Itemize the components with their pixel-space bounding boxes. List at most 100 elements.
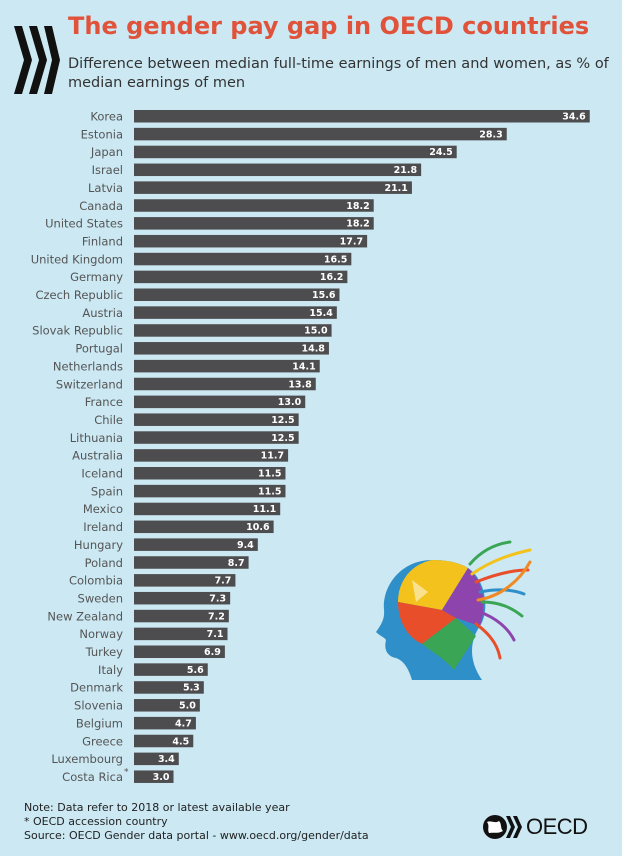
bar-france [134,395,306,409]
category-label-norway: Norway [79,627,123,641]
value-label-belgium: 4.7 [175,718,192,729]
category-label-finland: Finland [82,234,123,248]
bar-colombia [134,574,236,587]
value-label-norway: 7.1 [207,629,224,640]
category-label-chile: Chile [94,413,123,427]
bar-costa-rica [134,770,174,783]
category-label-luxembourg: Luxembourg [51,752,123,766]
category-label-slovenia: Slovenia [74,699,123,713]
value-label-denmark: 5.3 [183,683,200,694]
bar-japan [134,145,457,159]
value-label-sweden: 7.3 [209,593,226,604]
oecd-wordmark: OECD [526,814,588,839]
bar-mexico [134,502,281,516]
colorful-head-profile-icon [376,540,532,680]
bar-ireland [134,520,274,534]
bar-iceland [134,467,286,480]
category-label-ireland: Ireland [83,520,123,534]
bar-belgium [134,716,196,730]
value-label-israel: 21.8 [394,165,418,176]
value-label-poland: 8.7 [228,558,245,569]
value-label-hungary: 9.4 [237,540,254,551]
category-label-costa-rica: Costa Rica [62,770,123,784]
category-label-france: France [85,395,123,409]
category-label-netherlands: Netherlands [53,359,123,373]
globe-chevrons-icon [483,815,522,839]
category-label-new-zealand: New Zealand [47,609,123,623]
bar-austria [134,306,337,319]
bar-israel [134,163,422,177]
bar-latvia [134,181,412,194]
value-label-iceland: 11.5 [258,469,281,480]
bar-czech-republic [134,288,340,301]
value-label-ireland: 10.6 [246,522,270,533]
value-label-australia: 11.7 [261,451,284,462]
bar-finland [134,234,368,248]
value-label-new-zealand: 7.2 [208,611,225,622]
value-label-portugal: 14.8 [301,344,325,355]
bar-united-kingdom [134,252,352,266]
value-label-colombia: 7.7 [215,576,232,587]
value-label-france: 13.0 [278,397,302,408]
category-label-germany: Germany [70,270,123,284]
value-label-korea: 34.6 [562,112,586,123]
bar-netherlands [134,359,320,373]
value-label-slovenia: 5.0 [179,701,196,712]
note-data-year: Note: Data refer to 2018 or latest avail… [24,801,290,814]
bar-denmark [134,681,204,694]
category-label-austria: Austria [82,306,123,320]
category-label-korea: Korea [90,110,123,124]
category-label-poland: Poland [85,556,123,570]
oecd-chevrons-icon [14,26,60,94]
category-label-australia: Australia [72,449,123,463]
category-label-portugal: Portugal [75,342,123,356]
value-label-united-kingdom: 16.5 [324,254,347,265]
bar-turkey [134,645,225,658]
category-label-mexico: Mexico [83,502,123,516]
oecd-logo: OECD [482,812,588,842]
value-label-italy: 5.6 [187,665,204,676]
category-label-hungary: Hungary [74,538,123,552]
value-label-greece: 4.5 [172,736,189,747]
bar-hungary [134,538,258,551]
value-label-finland: 17.7 [340,236,363,247]
bar-luxembourg [134,752,179,766]
bar-korea [134,110,590,123]
value-label-latvia: 21.1 [384,183,407,194]
category-label-japan: Japan [90,145,123,159]
category-label-slovak-republic: Slovak Republic [32,324,123,338]
footnotes: Note: Data refer to 2018 or latest avail… [24,801,369,843]
category-label-italy: Italy [98,663,123,677]
bar-sweden [134,591,231,605]
bar-slovak-republic [134,324,332,337]
value-label-slovak-republic: 15.0 [304,326,328,337]
value-label-costa-rica: 3.0 [153,772,170,783]
value-label-united-states: 18.2 [346,219,369,230]
page-title: The gender pay gap in OECD countries [68,12,590,40]
value-label-switzerland: 13.8 [288,379,312,390]
value-label-spain: 11.5 [258,486,281,497]
value-label-lithuania: 12.5 [271,433,294,444]
bar-australia [134,449,289,462]
category-label-czech-republic: Czech Republic [35,288,123,302]
category-label-united-states: United States [45,217,123,231]
category-label-estonia: Estonia [81,127,123,141]
value-label-turkey: 6.9 [204,647,221,658]
value-label-austria: 15.4 [309,308,333,319]
bar-new-zealand [134,609,229,623]
category-label-turkey: Turkey [85,645,124,659]
value-label-mexico: 11.1 [253,504,276,515]
bar-spain [134,484,286,498]
value-label-luxembourg: 3.4 [158,754,175,765]
category-label-israel: Israel [92,163,123,177]
accession-marker: * [124,767,129,777]
bar-canada [134,199,374,212]
value-label-czech-republic: 15.6 [312,290,336,301]
bar-portugal [134,342,329,355]
bar-poland [134,556,249,569]
category-label-canada: Canada [79,199,123,213]
value-label-japan: 24.5 [429,147,452,158]
category-label-greece: Greece [82,734,123,748]
bar-germany [134,270,348,284]
